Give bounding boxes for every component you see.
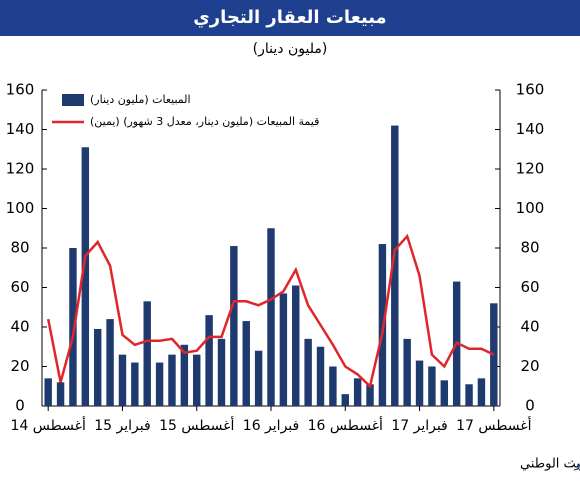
bar: [465, 384, 473, 406]
bar: [217, 338, 226, 406]
bar: [44, 378, 52, 406]
y2-tick-label: 100: [516, 199, 545, 217]
bar: [56, 382, 65, 406]
y-tick-label: 20: [10, 357, 29, 375]
y-tick-label: 40: [10, 318, 29, 336]
bar: [193, 354, 201, 406]
bar: [353, 378, 362, 406]
x-tick-label: فبراير 15: [94, 418, 150, 434]
bar: [81, 147, 90, 406]
legend-label: المبيعات (مليون دينار): [90, 93, 191, 106]
chart-subtitle: (مليون دينار): [253, 41, 328, 57]
x-tick-label: أغسطس 15: [159, 416, 234, 434]
title-banner: [0, 0, 580, 36]
legend-label: قيمة المبيعات (مليون دينار، معدل 3 شهور)…: [90, 115, 319, 128]
y-tick-label: 60: [10, 278, 29, 296]
bar: [440, 380, 449, 406]
y2-tick-label: 120: [516, 160, 545, 178]
bar: [93, 328, 102, 406]
bar: [329, 366, 337, 406]
bar: [131, 362, 139, 406]
y2-tick-label: 0: [525, 397, 535, 415]
bar: [230, 246, 238, 406]
y2-tick-label: 80: [520, 239, 539, 257]
bar: [118, 354, 127, 406]
source-text: وزارة العدل وتقديرات بنك الكويت الوطني: [520, 457, 580, 472]
bar: [205, 315, 213, 406]
bar: [316, 346, 325, 406]
bar: [242, 321, 250, 406]
legend-swatch: [62, 94, 84, 106]
y2-tick-label: 20: [520, 357, 539, 375]
y2-tick-label: 60: [520, 278, 539, 296]
y-tick-label: 140: [6, 120, 35, 138]
y2-tick-label: 40: [520, 318, 539, 336]
y-tick-label: 100: [6, 199, 35, 217]
bar: [279, 293, 288, 406]
bar: [143, 301, 151, 406]
bar: [415, 360, 424, 406]
bar: [490, 303, 498, 406]
bar: [292, 285, 300, 406]
bar: [267, 228, 275, 406]
x-tick-label: فبراير 16: [243, 418, 299, 434]
bar: [69, 248, 77, 406]
chart-title: مبيعات العقار التجاري: [193, 7, 386, 28]
bar: [155, 362, 164, 406]
y-tick-label: 160: [6, 81, 35, 99]
bar: [254, 350, 263, 406]
bar: [428, 366, 436, 406]
line: [46, 233, 495, 389]
y2-tick-label: 160: [516, 81, 545, 99]
bar: [304, 338, 312, 406]
bar: [180, 344, 189, 406]
x-tick-label: أغسطس 17: [456, 416, 531, 434]
y-tick-label: 80: [10, 239, 29, 257]
bar: [106, 319, 114, 406]
y-tick-label: 120: [6, 160, 35, 178]
bar: [366, 384, 374, 406]
bar: [477, 378, 486, 406]
x-tick-label: فبراير 17: [391, 418, 447, 434]
bar: [341, 394, 349, 406]
bar: [391, 125, 399, 407]
source-label: المصدر:: [570, 457, 580, 472]
y-tick-label: 0: [15, 397, 25, 415]
x-tick-label: أغسطس 14: [11, 416, 86, 434]
y2-tick-label: 140: [516, 120, 545, 138]
x-tick-label: أغسطس 16: [308, 416, 383, 434]
bar: [168, 354, 176, 406]
bar: [403, 338, 411, 406]
